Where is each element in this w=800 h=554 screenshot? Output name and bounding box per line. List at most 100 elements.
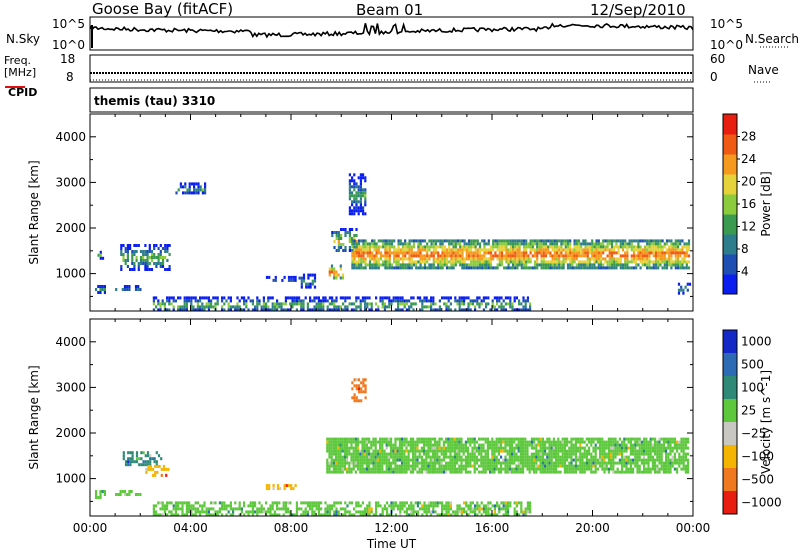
- echo-cell: [476, 263, 479, 267]
- echo-cell: [425, 513, 428, 517]
- echo-cell: [657, 266, 660, 270]
- echo-cell: [500, 260, 504, 264]
- echo-cell: [152, 296, 155, 300]
- echo-cell: [585, 443, 588, 447]
- echo-cell: [326, 305, 329, 309]
- echo-cell: [541, 455, 544, 459]
- echo-cell: [617, 263, 620, 267]
- echo-cell: [423, 299, 426, 303]
- echo-cell: [650, 248, 653, 252]
- echo-cell: [518, 248, 521, 252]
- echo-cell: [463, 501, 466, 505]
- echo-cell: [595, 239, 598, 243]
- echo-cell: [305, 285, 308, 289]
- echo-cell: [449, 470, 452, 474]
- echo-cell: [447, 461, 450, 465]
- echo-cell: [371, 242, 374, 246]
- echo-cell: [621, 455, 624, 459]
- echo-cell: [386, 242, 389, 246]
- echo-cell: [139, 262, 143, 265]
- echo-cell: [451, 461, 454, 465]
- echo-cell: [368, 266, 372, 270]
- echo-cell: [665, 248, 669, 252]
- echo-cell: [680, 443, 683, 447]
- echo-cell: [343, 467, 346, 471]
- echo-cell: [505, 260, 508, 264]
- echo-cell: [238, 299, 241, 303]
- echo-cell: [330, 458, 333, 462]
- echo-cell: [555, 260, 559, 264]
- echo-cell: [394, 440, 397, 444]
- echo-cell: [470, 242, 473, 246]
- echo-cell: [216, 299, 219, 303]
- echo-cell: [599, 260, 603, 264]
- echo-cell: [385, 440, 388, 444]
- echo-cell: [124, 247, 127, 250]
- echo-cell: [313, 296, 316, 300]
- echo-cell: [382, 239, 385, 243]
- echo-cell: [623, 461, 626, 465]
- echo-cell: [177, 501, 180, 505]
- echo-cell: [184, 182, 187, 186]
- echo-cell: [603, 443, 606, 447]
- echo-cell: [449, 507, 452, 511]
- echo-cell: [429, 455, 432, 459]
- echo-cell: [623, 458, 626, 462]
- echo-cell: [629, 464, 632, 468]
- echo-cell: [161, 513, 164, 517]
- echo-cell: [586, 254, 589, 258]
- echo-cell: [287, 296, 290, 300]
- echo-cell: [361, 458, 364, 462]
- echo-cell: [581, 452, 584, 456]
- echo-cell: [577, 437, 580, 441]
- echo-cell: [649, 440, 652, 444]
- echo-cell: [493, 504, 496, 508]
- echo-cell: [177, 504, 180, 508]
- echo-cell: [324, 507, 327, 511]
- echo-cell: [144, 262, 147, 265]
- echo-cell: [441, 245, 444, 249]
- echo-cell: [660, 446, 663, 450]
- echo-cell: [172, 507, 175, 511]
- echo-cell: [383, 440, 386, 444]
- echo-cell: [509, 242, 512, 246]
- echo-cell: [133, 253, 136, 256]
- echo-cell: [674, 263, 677, 267]
- echo-cell: [377, 239, 380, 243]
- echo-cell: [414, 302, 417, 306]
- echo-cell: [429, 464, 432, 468]
- echo-cell: [553, 239, 556, 243]
- echo-cell: [203, 510, 206, 514]
- echo-cell: [188, 507, 191, 511]
- echo-cell: [522, 260, 526, 264]
- echo-cell: [379, 449, 382, 453]
- echo-cell: [357, 384, 361, 388]
- echo-cell: [147, 464, 150, 468]
- echo-cell: [384, 263, 387, 267]
- echo-cell: [436, 470, 439, 474]
- echo-cell: [563, 443, 566, 447]
- echo-cell: [426, 254, 429, 258]
- echo-cell: [588, 449, 591, 453]
- echo-cell: [555, 266, 559, 270]
- echo-cell: [548, 443, 551, 447]
- echo-cell: [194, 501, 197, 505]
- echo-cell: [460, 449, 463, 453]
- echo-cell: [557, 464, 560, 468]
- echo-cell: [684, 458, 687, 462]
- echo-cell: [452, 266, 455, 270]
- echo-cell: [482, 443, 485, 447]
- echo-cell: [548, 452, 551, 456]
- echo-cell: [434, 440, 437, 444]
- echo-cell: [647, 470, 650, 474]
- echo-cell: [359, 452, 362, 456]
- echo-cell: [423, 266, 427, 270]
- echo-cell: [95, 288, 98, 291]
- echo-cell: [595, 260, 598, 264]
- echo-cell: [522, 446, 525, 450]
- echo-cell: [680, 288, 683, 292]
- echo-cell: [557, 449, 560, 453]
- echo-cell: [195, 182, 198, 186]
- echo-cell: [670, 245, 673, 249]
- echo-cell: [538, 245, 541, 249]
